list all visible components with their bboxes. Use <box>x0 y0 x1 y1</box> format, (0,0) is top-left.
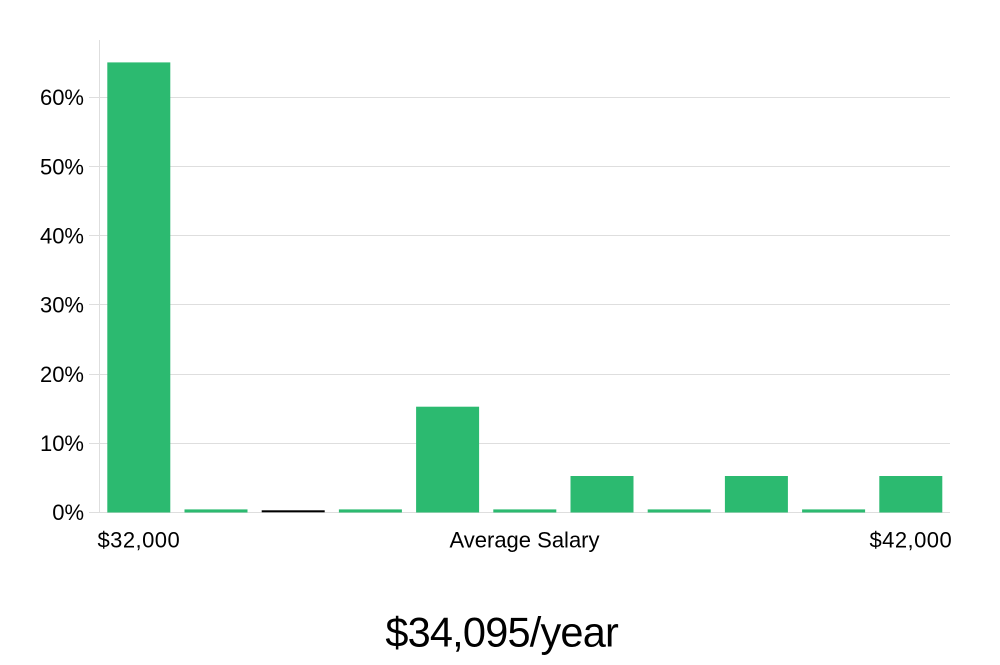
svg-text:0%: 0% <box>52 500 84 525</box>
svg-text:20%: 20% <box>40 362 84 387</box>
svg-text:10%: 10% <box>40 431 84 456</box>
svg-text:Average Salary: Average Salary <box>449 528 599 553</box>
svg-text:$32,000: $32,000 <box>97 528 180 553</box>
svg-text:$34,095/year: $34,095/year <box>385 609 619 656</box>
svg-text:$42,000: $42,000 <box>869 528 952 553</box>
svg-text:60%: 60% <box>40 85 84 110</box>
svg-text:50%: 50% <box>40 154 84 179</box>
svg-text:30%: 30% <box>40 293 84 318</box>
svg-text:40%: 40% <box>40 224 84 249</box>
